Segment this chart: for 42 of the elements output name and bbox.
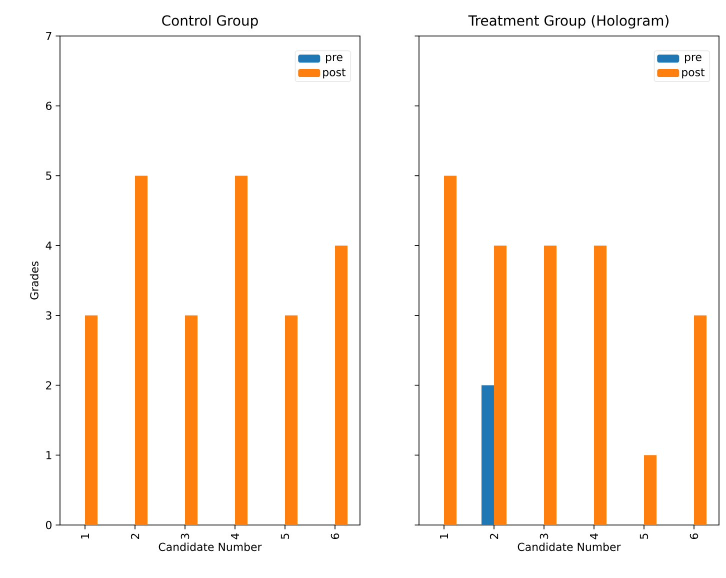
bar <box>444 176 457 525</box>
bar <box>284 315 298 525</box>
x-tick-label: 2 <box>490 534 498 539</box>
bar <box>234 176 248 525</box>
y-tick-label: 7 <box>46 32 52 40</box>
bar <box>482 385 494 525</box>
legend-label: pre <box>326 54 342 64</box>
bar <box>544 246 557 525</box>
x-tick-label: 4 <box>590 533 598 540</box>
x-tick-label: 1 <box>440 534 448 539</box>
bar <box>85 315 98 525</box>
bar <box>334 246 348 525</box>
bar <box>594 246 607 525</box>
y-tick-label: 1 <box>46 451 52 460</box>
y-axis-title: Grades <box>30 261 38 300</box>
x-tick-label: 3 <box>540 534 548 539</box>
x-tick-label: 6 <box>330 533 340 539</box>
legend-label: post <box>323 68 346 78</box>
y-tick-label: 6 <box>46 102 52 110</box>
bar <box>185 315 198 525</box>
y-tick-label: 0 <box>46 520 52 530</box>
chart-title: Treatment Group (Hologram) <box>468 15 668 29</box>
x-tick-label: 1 <box>81 534 89 539</box>
x-tick-label: 5 <box>640 534 648 539</box>
bar <box>644 455 656 525</box>
legend-label: pre <box>685 54 702 64</box>
x-axis-title: Candidate Number <box>158 542 262 552</box>
bar <box>494 246 507 525</box>
x-tick-label: 5 <box>280 534 290 539</box>
chart-title: Control Group <box>162 15 258 29</box>
x-axis-title: Candidate Number <box>518 542 621 552</box>
bar <box>694 315 706 525</box>
x-tick-label: 4 <box>231 533 239 540</box>
y-tick-label: 4 <box>46 242 52 250</box>
y-tick-label: 5 <box>46 172 52 180</box>
x-tick-label: 6 <box>690 533 698 539</box>
x-tick-label: 3 <box>180 534 190 539</box>
legend-label: post <box>682 68 705 78</box>
bar <box>135 176 148 525</box>
x-tick-label: 2 <box>130 534 140 539</box>
y-tick-label: 3 <box>46 311 52 320</box>
y-tick-label: 2 <box>46 381 52 390</box>
